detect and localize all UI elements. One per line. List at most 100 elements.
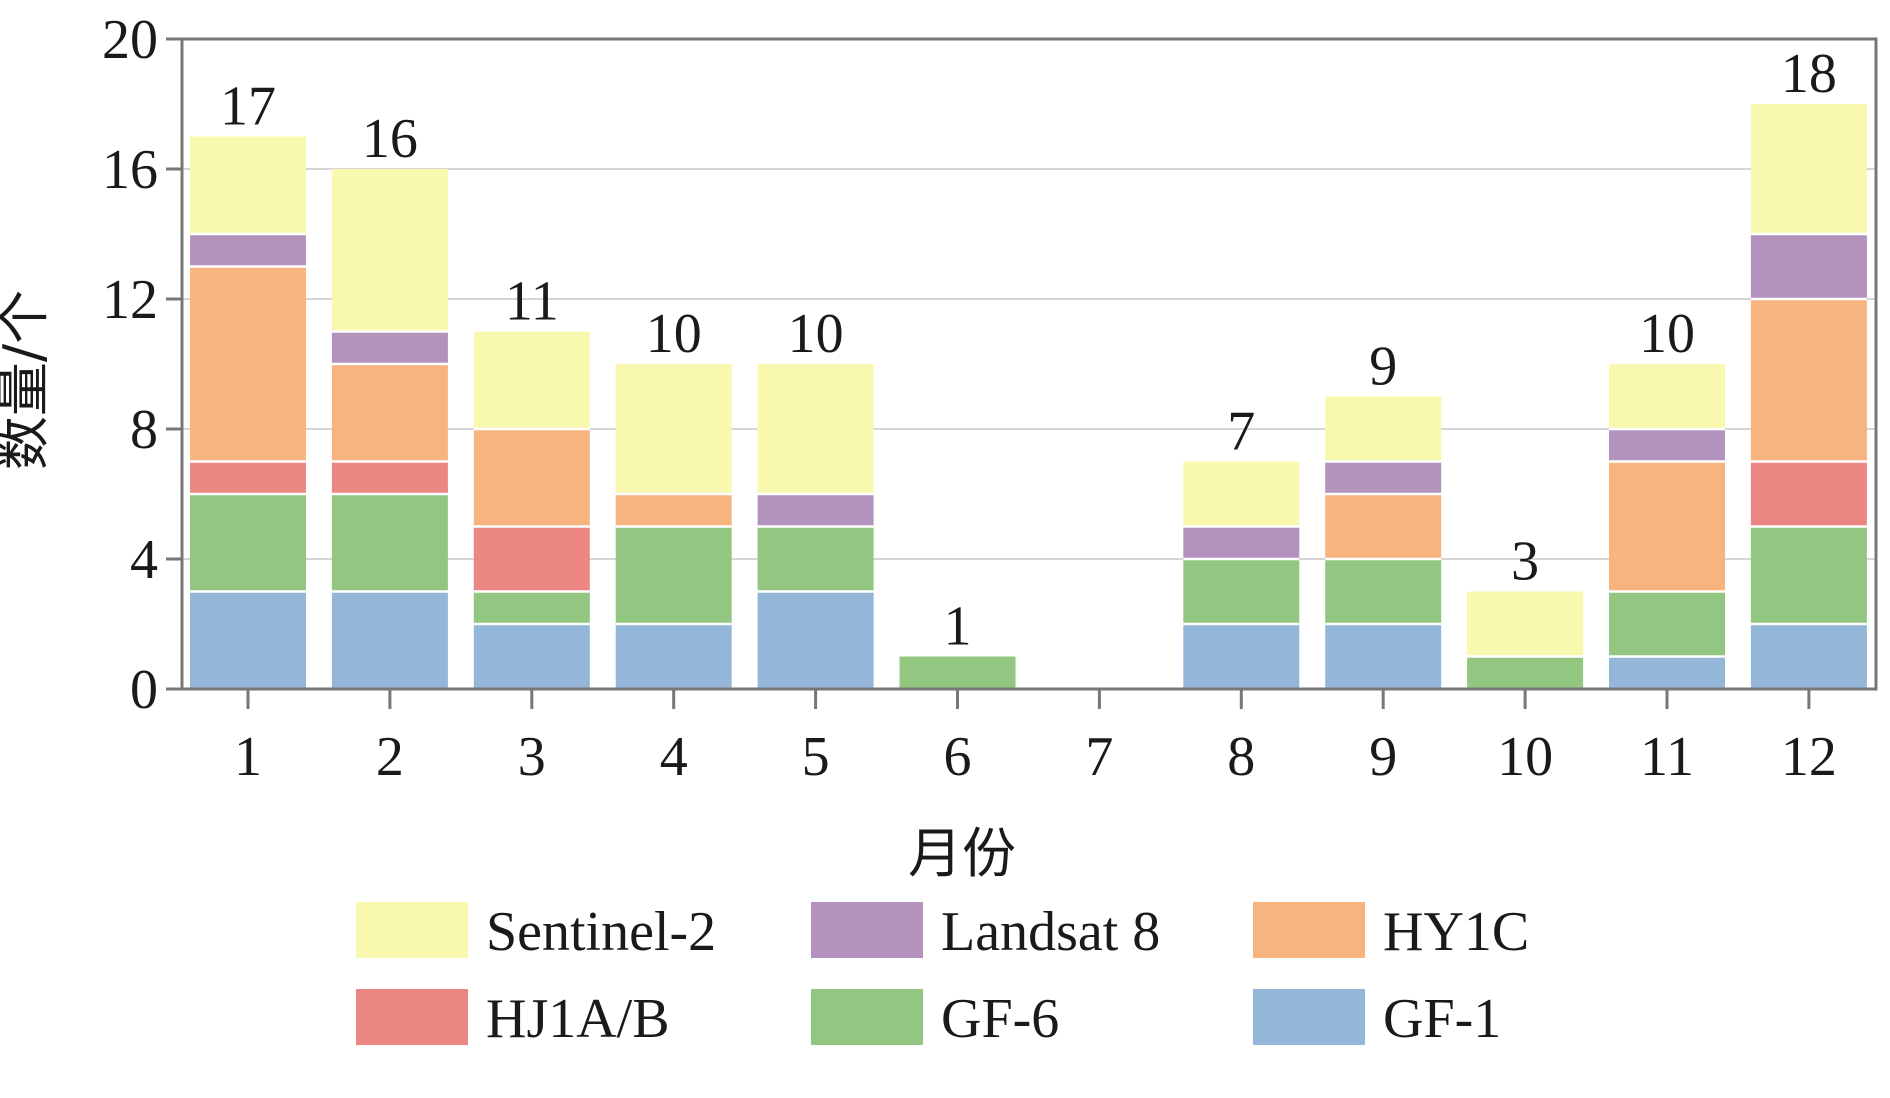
x-tick-label: 2: [376, 726, 404, 788]
bar-total-label: 16: [362, 108, 418, 170]
x-tick-label: 12: [1781, 726, 1837, 788]
bar-total-label: 10: [646, 303, 702, 365]
bar-total-label: 18: [1781, 43, 1837, 105]
bar-segment-gf-6: [1325, 559, 1442, 624]
legend-swatch: [356, 989, 468, 1045]
legend-swatch: [356, 902, 468, 958]
legend-item: GF-1: [1253, 988, 1501, 1050]
y-tick-label: 16: [102, 139, 158, 201]
bar-segment-sentinel-2: [615, 364, 732, 494]
y-tick-label: 8: [130, 399, 158, 461]
x-tick-label: 7: [1085, 726, 1113, 788]
bar-segment-landsat-8: [331, 331, 448, 364]
bar-segment-hj1a-b: [473, 526, 590, 592]
bar-total-label: 7: [1227, 401, 1255, 463]
legend-label: Sentinel-2: [486, 901, 716, 963]
legend-swatch: [1253, 902, 1365, 958]
bar-segment-gf-6: [473, 591, 590, 624]
bar-segment-gf-6: [1750, 526, 1867, 624]
legend-label: Landsat 8: [941, 901, 1160, 963]
bar-segment-hy1c: [190, 266, 306, 462]
bar-total-label: 10: [788, 303, 844, 365]
bar-segment-hy1c: [1325, 494, 1442, 559]
bar-segment-landsat-8: [190, 234, 306, 267]
bar-segment-gf-6: [1467, 656, 1584, 689]
legend-item: HY1C: [1253, 901, 1529, 963]
x-tick-label: 6: [944, 726, 972, 788]
legend-item: HJ1A/B: [356, 988, 670, 1050]
bar-total-label: 17: [220, 76, 276, 138]
x-tick-label: 3: [518, 726, 546, 788]
bar-segment-gf-1: [190, 591, 306, 689]
bar-segment-sentinel-2: [473, 331, 590, 429]
bar-total-label: 11: [505, 271, 559, 333]
legend-swatch: [811, 902, 923, 958]
gridlines: [182, 168, 1876, 560]
bar-total-label: 3: [1511, 531, 1539, 593]
bars: [190, 104, 1867, 689]
x-tick-label: 10: [1497, 726, 1553, 788]
y-axis-title: 数量/个: [0, 290, 55, 470]
y-axis: 0 4 8 12 16 20: [102, 9, 182, 721]
bar-segment-landsat-8: [1325, 461, 1442, 494]
bar-segment-gf-1: [1183, 624, 1300, 689]
bar-segment-landsat-8: [1750, 234, 1867, 299]
x-tick-label: 1: [234, 726, 262, 788]
y-tick-label: 0: [130, 659, 158, 721]
bar-segment-hj1a-b: [190, 461, 306, 494]
bar-segment-hy1c: [331, 364, 448, 462]
y-tick-label: 12: [102, 269, 158, 331]
bar-total-label: 10: [1639, 303, 1695, 365]
bar-segment-gf-1: [1609, 656, 1725, 689]
plot-frame: [180, 37, 1878, 691]
legend: Sentinel-2 Landsat 8 HY1C HJ1A/B GF-6 GF-1: [356, 901, 1529, 1050]
bar-segment-gf-1: [473, 624, 590, 689]
x-tick-label: 8: [1227, 726, 1255, 788]
x-axis-title: 月份: [908, 822, 1016, 885]
bar-segment-gf-6: [899, 656, 1016, 689]
y-tick-label: 20: [102, 9, 158, 71]
bar-segment-sentinel-2: [1467, 591, 1584, 657]
bar-segment-gf-1: [615, 624, 732, 689]
x-tick-label: 9: [1369, 726, 1397, 788]
bar-segment-hy1c: [1750, 299, 1867, 462]
bar-segment-sentinel-2: [1325, 396, 1442, 462]
bar-segment-hj1a-b: [331, 461, 448, 494]
legend-label: GF-1: [1383, 988, 1501, 1050]
legend-item: Landsat 8: [811, 901, 1160, 963]
bar-segment-gf-6: [615, 526, 732, 624]
bar-segment-gf-6: [331, 494, 448, 592]
bar-segment-gf-6: [757, 526, 874, 592]
legend-label: HY1C: [1383, 901, 1529, 963]
x-tick-label: 4: [660, 726, 688, 788]
bar-segment-hy1c: [615, 494, 732, 527]
x-tick-label: 11: [1640, 726, 1694, 788]
bar-segment-sentinel-2: [1609, 364, 1725, 429]
bar-segment-gf-6: [1609, 591, 1725, 657]
plot-border: [180, 37, 1878, 691]
legend-label: GF-6: [941, 988, 1059, 1050]
bar-segment-sentinel-2: [1183, 461, 1300, 527]
bar-segment-hj1a-b: [1750, 461, 1867, 527]
legend-swatch: [811, 989, 923, 1045]
bar-segment-landsat-8: [1609, 429, 1725, 462]
bar-total-label: 9: [1369, 336, 1397, 398]
bar-total-label: 1: [944, 596, 972, 658]
bar-segment-sentinel-2: [331, 169, 448, 332]
bar-segment-gf-6: [190, 494, 306, 592]
x-tick-label: 5: [802, 726, 830, 788]
legend-swatch: [1253, 989, 1365, 1045]
legend-item: Sentinel-2: [356, 901, 716, 963]
bar-segment-gf-1: [1325, 624, 1442, 689]
bar-segment-hy1c: [1609, 461, 1725, 592]
legend-item: GF-6: [811, 988, 1059, 1050]
bar-segment-sentinel-2: [1750, 104, 1867, 234]
bar-segment-landsat-8: [757, 494, 874, 527]
legend-label: HJ1A/B: [486, 988, 670, 1050]
bar-segment-gf-1: [1750, 624, 1867, 689]
bar-segment-gf-1: [757, 591, 874, 689]
bar-segment-gf-1: [331, 591, 448, 689]
bar-segment-landsat-8: [1183, 526, 1300, 559]
